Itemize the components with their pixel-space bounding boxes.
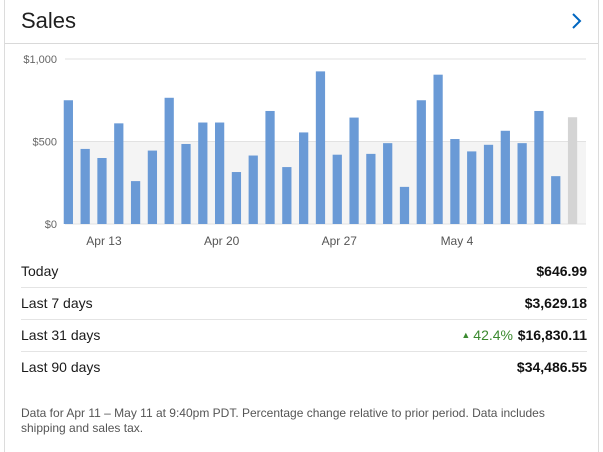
bar: [332, 154, 342, 224]
bar: [517, 143, 527, 224]
row-label: Last 31 days: [21, 327, 101, 343]
bar: [63, 100, 73, 224]
bar: [198, 122, 208, 224]
bar: [383, 143, 393, 224]
bar: [181, 143, 191, 224]
bar: [248, 155, 258, 224]
row-label: Last 90 days: [21, 359, 101, 375]
bar: [433, 74, 443, 224]
bar: [534, 110, 544, 224]
bar: [299, 132, 309, 224]
sales-card: Sales $1,000 $500 $0 Apr 13 Apr 20 Apr 27 May …: [4, 0, 599, 452]
summary-row-today: Today $646.99: [21, 256, 587, 288]
row-value: $646.99: [536, 263, 587, 279]
x-tick-label: Apr 20: [204, 234, 240, 248]
percent-change: ▲ 42.4%: [461, 327, 513, 343]
bar: [214, 122, 225, 224]
chevron-right-icon[interactable]: [566, 11, 586, 31]
summary-row-last-90-days: Last 90 days $34,486.55: [21, 352, 587, 384]
row-value: $34,486.55: [516, 359, 587, 375]
row-label: Last 7 days: [21, 295, 93, 311]
bar: [130, 181, 141, 224]
x-tick-label: May 4: [441, 234, 474, 248]
up-triangle-icon: ▲: [461, 330, 471, 340]
bar: [282, 167, 292, 224]
bar: [349, 117, 359, 224]
bar: [164, 97, 174, 224]
summary-row-last-7-days: Last 7 days $3,629.18: [21, 288, 587, 320]
card-title: Sales: [21, 8, 77, 33]
x-tick-label: Apr 27: [322, 234, 358, 248]
bar: [147, 150, 158, 224]
bar: [231, 172, 242, 224]
bar: [80, 148, 90, 224]
row-value: $3,629.18: [524, 295, 587, 311]
bar: [500, 130, 510, 224]
bar: [483, 144, 494, 224]
summary-row-last-31-days: Last 31 days ▲ 42.4% $16,830.11: [21, 320, 587, 352]
y-tick-label: $1,000: [23, 54, 57, 66]
bar: [450, 139, 460, 224]
bar-partial: [567, 117, 578, 224]
bar: [114, 123, 124, 224]
bar: [366, 153, 376, 224]
x-tick-label: Apr 13: [86, 234, 122, 248]
bar: [315, 71, 326, 224]
y-tick-label: $500: [33, 137, 57, 149]
footnote: Data for Apr 11 – May 11 at 9:40pm PDT. …: [21, 406, 545, 435]
sales-bar-chart: $1,000 $500 $0 Apr 13 Apr 20 Apr 27 May 4: [23, 54, 586, 248]
bar: [416, 100, 426, 224]
row-value: $16,830.11: [517, 327, 587, 343]
bar: [97, 158, 107, 224]
bar: [551, 176, 561, 224]
bar: [399, 186, 410, 224]
bar: [467, 151, 477, 224]
card-header: Sales: [5, 0, 598, 44]
percent-change-value: 42.4%: [473, 327, 513, 343]
y-tick-label: $0: [45, 219, 57, 231]
row-label: Today: [21, 263, 59, 279]
bar: [265, 110, 275, 224]
